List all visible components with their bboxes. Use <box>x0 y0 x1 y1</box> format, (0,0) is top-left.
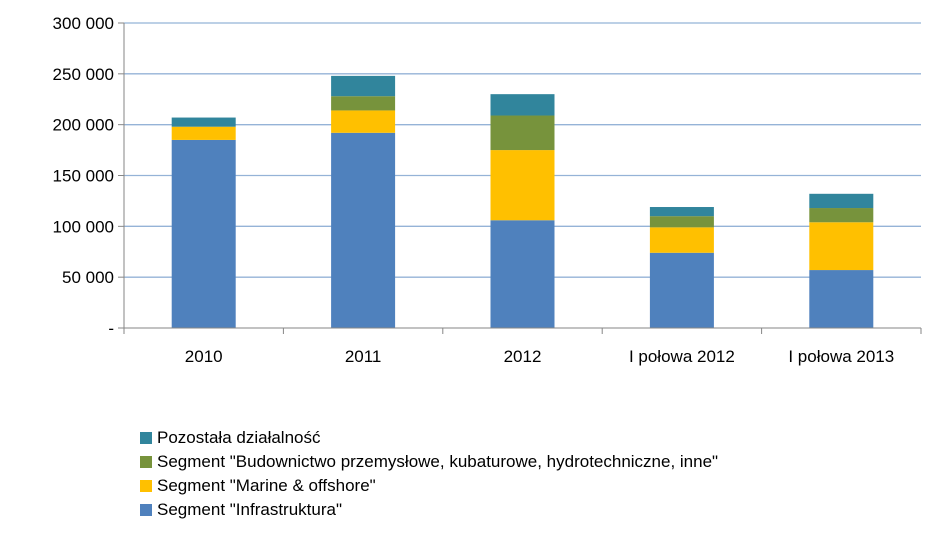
legend-entry: Segment "Budownictwo przemysłowe, kubatu… <box>140 450 718 474</box>
x-tick-label: 2010 <box>185 347 223 366</box>
legend: Pozostała działalność Segment "Budownictw… <box>140 426 718 522</box>
stacked-bar-chart: - 50 000 100 000 150 000 200 000 250 000 300 0… <box>53 14 922 366</box>
legend-swatch <box>140 456 152 468</box>
bar-segment <box>490 94 555 116</box>
bars <box>171 75 874 328</box>
bar-segment <box>331 75 396 97</box>
bar-segment <box>649 227 714 253</box>
x-tick-label: I połowa 2013 <box>788 347 894 366</box>
legend-swatch <box>140 504 152 516</box>
bar-segment <box>649 216 714 228</box>
bar-segment <box>171 139 236 328</box>
bar-segment <box>809 193 874 209</box>
bar-segment <box>331 132 396 328</box>
legend-label: Pozostała działalność <box>157 428 321 447</box>
y-tick-label: 300 000 <box>53 14 114 33</box>
bar-segment <box>649 207 714 217</box>
bar-segment <box>649 252 714 328</box>
legend-entry: Segment "Infrastruktura" <box>140 498 718 522</box>
y-tick-label: 50 000 <box>62 268 114 287</box>
bar-segment <box>490 115 555 151</box>
bar-segment <box>171 126 236 140</box>
y-tick-label: - <box>108 319 114 338</box>
bar-segment <box>331 96 396 111</box>
y-tick-labels: - 50 000 100 000 150 000 200 000 250 000 300 0… <box>53 14 114 338</box>
x-tick-label: I połowa 2012 <box>629 347 735 366</box>
legend-entry: Segment "Marine & offshore" <box>140 474 718 498</box>
bar-segment <box>809 270 874 328</box>
bar-segment <box>809 222 874 271</box>
y-tick-label: 150 000 <box>53 167 114 186</box>
bar-segment <box>490 220 555 328</box>
bar-segment <box>171 117 236 127</box>
x-tick-labels: 2010 2011 2012 I połowa 2012 I połowa 2013 <box>185 347 894 366</box>
x-tick-label: 2012 <box>504 347 542 366</box>
y-tick-label: 250 000 <box>53 65 114 84</box>
bar-segment <box>809 208 874 223</box>
bar-segment <box>490 150 555 221</box>
legend-label: Segment "Budownictwo przemysłowe, kubatu… <box>157 452 719 471</box>
y-tick-label: 200 000 <box>53 116 114 135</box>
axes <box>123 23 922 334</box>
x-tick-label: 2011 <box>345 347 382 366</box>
legend-swatch <box>140 432 152 444</box>
y-tick-label: 100 000 <box>53 217 114 236</box>
legend-swatch <box>140 480 152 492</box>
legend-label: Segment "Infrastruktura" <box>157 500 342 519</box>
legend-label: Segment "Marine & offshore" <box>157 476 376 495</box>
bar-segment <box>331 110 396 133</box>
legend-entry: Pozostała działalność <box>140 426 718 450</box>
